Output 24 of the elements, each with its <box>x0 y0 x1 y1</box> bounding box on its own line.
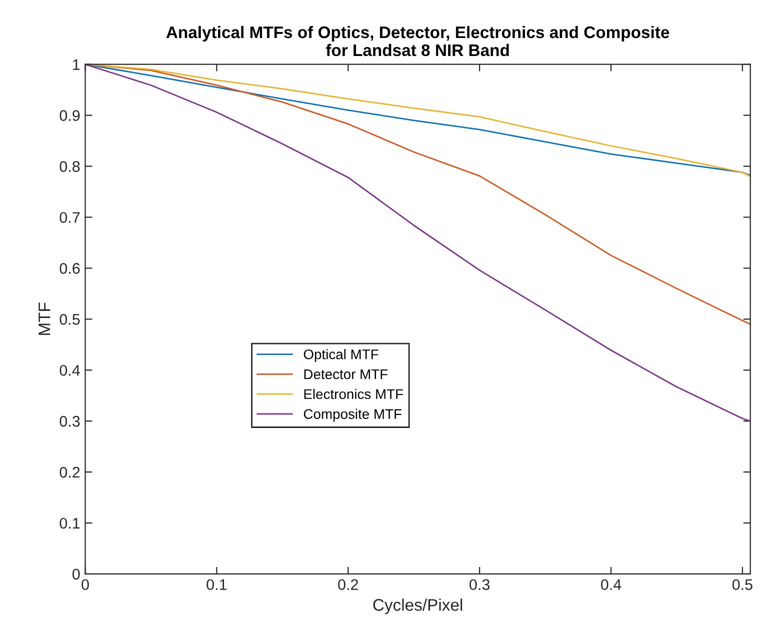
y-tick-label: 0 <box>72 568 80 580</box>
x-tick-label: 0.4 <box>600 579 622 590</box>
y-axis-title: MTF <box>38 302 50 335</box>
y-tick-label: 0.5 <box>60 314 80 325</box>
legend-label: Electronics MTF <box>304 388 403 400</box>
y-tick-label: 0.3 <box>60 416 80 427</box>
x-tick-label: 0.5 <box>732 579 752 590</box>
y-tick-label: 1 <box>73 59 80 70</box>
x-tick-label: 0.1 <box>206 579 227 590</box>
y-tick-label: 0.9 <box>60 110 80 121</box>
legend-label: Detector MTF <box>304 369 388 380</box>
y-tick-label: 0.1 <box>60 518 80 529</box>
chart-title: Analytical MTFs of Optics, Detector, Electronics and Composite for Landsat 8 NIR Band <box>166 26 670 56</box>
x-axis-title: Cycles/Pixel <box>373 598 462 614</box>
legend-label: Optical MTF <box>304 349 378 362</box>
y-tick-label: 0.7 <box>60 212 80 223</box>
legend-label: Composite MTF <box>304 408 402 422</box>
x-tick-label: 0 <box>82 579 89 590</box>
y-tick-label: 0.2 <box>60 466 80 478</box>
y-tick-label: 0.8 <box>60 161 80 172</box>
x-tick-label: 0.3 <box>470 579 490 590</box>
y-tick-label: 0.4 <box>60 364 80 376</box>
y-tick-label: 0.6 <box>60 263 80 274</box>
x-tick-label: 0.2 <box>338 579 358 590</box>
